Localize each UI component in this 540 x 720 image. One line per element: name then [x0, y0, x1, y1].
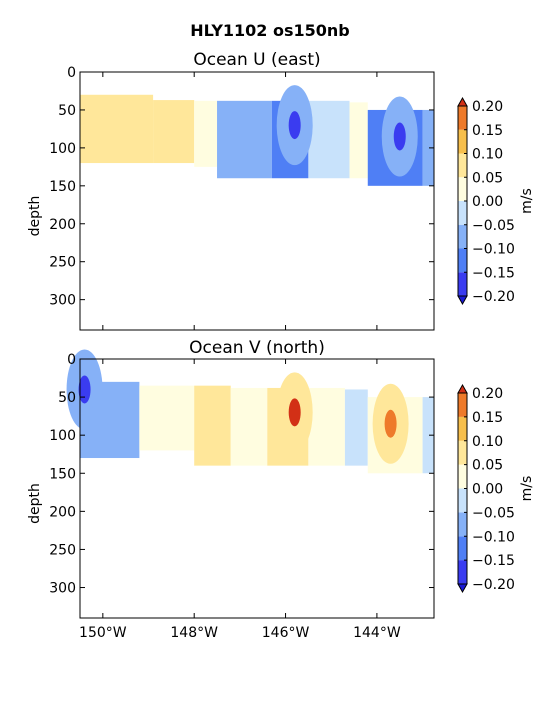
colorbar-tick-label: −0.05 — [472, 505, 515, 521]
data-segment — [308, 387, 345, 466]
y-tick-label: 150 — [49, 466, 76, 482]
eddy-core — [384, 409, 397, 438]
colorbar-band — [458, 512, 467, 537]
colorbar-band — [458, 464, 467, 489]
data-segment — [194, 100, 218, 167]
colorbar-tick-label: 0.15 — [472, 123, 503, 139]
data-segment — [344, 389, 368, 466]
data-segment — [153, 100, 195, 164]
colorbar-tick-label: 0.10 — [472, 434, 503, 450]
panel-title: Ocean U (east) — [193, 50, 320, 70]
colorbar-label: m/s — [519, 476, 535, 502]
colorbar-tick-label: −0.10 — [472, 242, 515, 258]
colorbar-tick-label: −0.15 — [472, 553, 515, 569]
data-segment — [217, 100, 272, 179]
colorbar-extend-top — [457, 383, 468, 394]
colorbar-band — [458, 177, 467, 201]
data-segment — [80, 94, 154, 164]
colorbar-extend-bottom — [457, 295, 468, 306]
y-tick-label: 200 — [49, 504, 76, 520]
axes-frame — [79, 71, 435, 331]
colorbar-band — [458, 201, 467, 225]
colorbar-tick-label: −0.15 — [472, 265, 515, 281]
colorbar-tick-label: 0.05 — [472, 458, 503, 474]
data-segment — [139, 385, 195, 451]
data-segment — [308, 100, 350, 179]
colorbar-tick-label: 0.00 — [472, 482, 503, 498]
colorbar-tick-label: 0.05 — [472, 170, 503, 186]
colorbar-tick-label: 0.20 — [472, 99, 503, 115]
colorbar-tick-label: −0.10 — [472, 529, 515, 545]
data-segment — [349, 102, 368, 179]
colorbar-tick-label: −0.20 — [472, 577, 515, 593]
colorbar-band — [458, 536, 467, 561]
x-tick-label: 150°W — [79, 625, 127, 641]
eddy-core — [393, 122, 406, 151]
y-tick-label: 150 — [49, 179, 76, 195]
y-tick-label: 100 — [49, 141, 76, 157]
y-tick-label: 0 — [67, 352, 76, 368]
colorbar-band — [458, 224, 467, 249]
y-tick-label: 250 — [49, 255, 76, 271]
x-tick-label: 148°W — [170, 625, 218, 641]
colorbar-band — [458, 272, 467, 296]
data-segment — [230, 387, 268, 466]
colorbar-band — [458, 440, 467, 465]
y-axis-label: depth — [27, 196, 43, 237]
panel-title: Ocean V (north) — [189, 338, 325, 358]
colorbar-label: m/s — [519, 188, 535, 214]
data-segment — [422, 397, 434, 474]
colorbar-tick-label: −0.20 — [472, 289, 515, 305]
colorbar-band — [458, 560, 467, 584]
figure-title: HLY1102 os150nb — [190, 21, 350, 40]
colorbar-extend-top — [457, 96, 468, 107]
colorbar: 0.20 0.15 0.10 0.05 0.00 −0.05 −0.10 −0.15 −0.20… — [457, 383, 535, 594]
y-tick-label: 0 — [67, 65, 76, 81]
data-segment — [194, 385, 231, 466]
colorbar-tick-label: 0.10 — [472, 147, 503, 163]
colorbar-band — [458, 488, 467, 513]
x-tick-label: 146°W — [262, 625, 310, 641]
data-segment — [422, 109, 434, 186]
colorbar-tick-label: −0.05 — [472, 218, 515, 234]
y-axis-label: depth — [27, 483, 43, 524]
eddy-core — [78, 375, 91, 404]
colorbar-band — [458, 129, 467, 154]
colorbar-tick-label: 0.20 — [472, 386, 503, 402]
colorbar-band — [458, 106, 467, 130]
colorbar-tick-label: 0.15 — [472, 410, 503, 426]
colorbar-tick-label: 0.00 — [472, 194, 503, 210]
colorbar-band — [458, 248, 467, 273]
y-tick-label: 300 — [49, 293, 76, 309]
axes-frame — [79, 358, 435, 619]
panel-1: Ocean U (east) 0 50 100 150 200 250 300 depth 0.2… — [27, 50, 535, 331]
eddy-core — [288, 398, 301, 427]
colorbar-band — [458, 416, 467, 441]
colorbar-extend-bottom — [457, 583, 468, 594]
y-tick-label: 100 — [49, 428, 76, 444]
y-tick-label: 300 — [49, 581, 76, 597]
colorbar-band — [458, 153, 467, 178]
colorbar-band — [458, 393, 467, 417]
y-tick-label: 50 — [58, 103, 76, 119]
y-tick-label: 50 — [58, 390, 76, 406]
eddy-core — [288, 111, 301, 140]
x-tick-label: 144°W — [353, 625, 401, 641]
y-tick-label: 250 — [49, 542, 76, 558]
panel-2: Ocean V (north) 0 50 100 150 200 250 300 depth 15… — [27, 338, 535, 641]
colorbar: 0.20 0.15 0.10 0.05 0.00 −0.05 −0.10 −0.15 −0.20… — [457, 96, 535, 306]
y-tick-label: 200 — [49, 217, 76, 233]
